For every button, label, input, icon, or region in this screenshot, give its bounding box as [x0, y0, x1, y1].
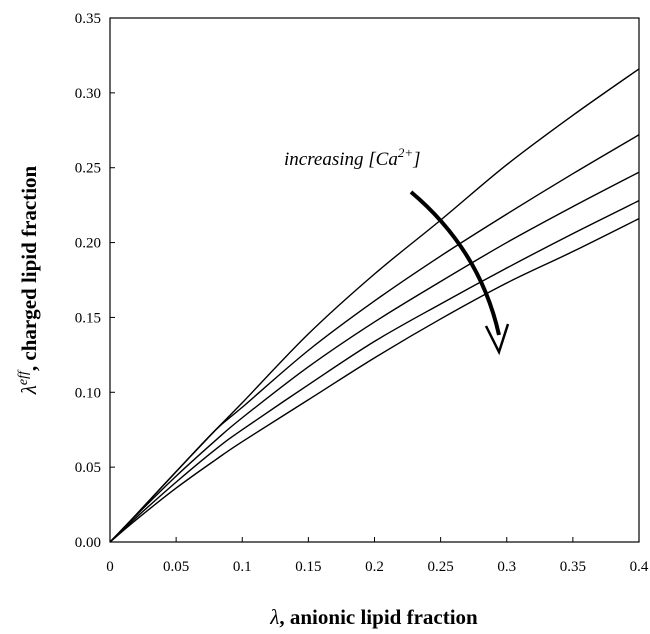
x-tick-label: 0.15 — [295, 559, 321, 575]
annotation-text: increasing [Ca2+] — [284, 145, 421, 170]
x-tick-label: 0 — [106, 559, 114, 575]
y-tick-label: 0.15 — [75, 310, 101, 326]
y-tick-label: 0.00 — [75, 535, 101, 551]
x-tick-label: 0.35 — [560, 559, 586, 575]
x-tick-label: 0.2 — [365, 559, 384, 575]
y-tick-label: 0.20 — [75, 236, 101, 252]
series-line-2 — [109, 134, 640, 543]
y-tick-label: 0.05 — [75, 460, 101, 476]
increasing-arrow — [409, 190, 501, 336]
series-line-3 — [109, 171, 640, 543]
y-tick-label: 0.10 — [75, 385, 101, 401]
x-axis: 0 0.05 0.1 0.15 0.2 0.25 0.3 0.35 0.4 — [106, 537, 649, 575]
y-tick-label: 0.35 — [75, 11, 101, 27]
y-axis: 0.00 0.05 0.10 0.15 0.20 0.25 0.30 0.35 — [75, 11, 115, 551]
x-tick-label: 0.25 — [428, 559, 454, 575]
x-tick-label: 0.4 — [630, 559, 649, 575]
x-tick-label: 0.3 — [497, 559, 516, 575]
y-tick-label: 0.25 — [75, 161, 101, 177]
arrow-head-icon — [484, 323, 510, 356]
plot-frame — [109, 17, 640, 543]
x-axis-label: λ, anionic lipid fraction — [269, 605, 478, 629]
series-line-4 — [109, 200, 640, 543]
series-line-5 — [109, 217, 640, 543]
y-axis-label: λeff, charged lipid fraction — [16, 165, 41, 395]
series-group — [109, 68, 640, 543]
x-tick-label: 0.1 — [233, 559, 252, 575]
x-tick-label: 0.05 — [163, 559, 189, 575]
y-tick-label: 0.30 — [75, 86, 101, 102]
